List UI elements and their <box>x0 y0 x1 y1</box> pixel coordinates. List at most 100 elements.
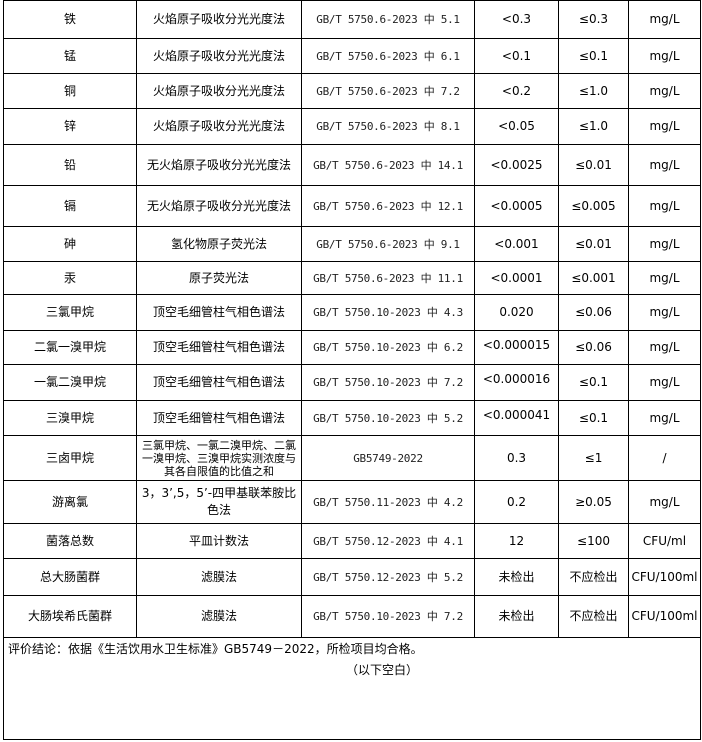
table-row: 一氯二溴甲烷 顶空毛细管柱气相色谱法 GB/T 5750.10-2023 中 7.2… <box>3 364 701 401</box>
table-row: 总大肠菌群 滤膜法 GB/T 5750.12-2023 中 5.2 未检出 不应检出 CF… <box>3 558 701 596</box>
unit-cell: mg/L <box>628 108 701 145</box>
result-cell: 12 <box>474 523 559 559</box>
limit-cell: ≤0.1 <box>558 400 629 436</box>
unit-cell: mg/L <box>628 144 701 186</box>
method-cell: 三氯甲烷、一氯二溴甲烷、二氯一溴甲烷、三溴甲烷实测浓度与其各自限值的比值之和 <box>136 435 302 481</box>
unit-cell: mg/L <box>628 261 701 295</box>
item-cell: 镉 <box>3 185 137 227</box>
unit-cell: CFU/ml <box>628 523 701 559</box>
item-cell: 菌落总数 <box>3 523 137 559</box>
limit-cell: 不应检出 <box>558 595 629 638</box>
standard-cell: GB/T 5750.10-2023 中 6.2 <box>301 330 475 365</box>
unit-cell: mg/L <box>628 294 701 331</box>
unit-cell: mg/L <box>628 400 701 436</box>
item-cell: 三溴甲烷 <box>3 400 137 436</box>
limit-cell: ≤0.1 <box>558 364 629 401</box>
limit-cell: 不应检出 <box>558 558 629 596</box>
standard-cell: GB/T 5750.6-2023 中 6.1 <box>301 38 475 74</box>
conclusion-text: 评价结论：依据《生活饮用水卫生标准》GB5749－2022，所检项目均合格。 <box>8 642 423 656</box>
conclusion-cell: 评价结论：依据《生活饮用水卫生标准》GB5749－2022，所检项目均合格。 （… <box>3 637 701 740</box>
table-row: 镉无火焰原子吸收分光光度法 GB/T 5750.6-2023 中 12.1 <0.0… <box>3 185 701 227</box>
limit-cell: ≤0.01 <box>558 144 629 186</box>
standard-cell: GB/T 5750.6-2023 中 9.1 <box>301 226 475 262</box>
method-cell: 无火焰原子吸收分光光度法 <box>136 144 302 186</box>
result-cell: 0.2 <box>474 480 559 524</box>
item-cell: 二氯一溴甲烷 <box>3 330 137 365</box>
result-cell: <0.001 <box>474 226 559 262</box>
item-cell: 总大肠菌群 <box>3 558 137 596</box>
method-cell: 顶空毛细管柱气相色谱法 <box>136 330 302 365</box>
table-row: 锌火焰原子吸收分光光度法 GB/T 5750.6-2023 中 8.1 <0.05 ≤… <box>3 108 701 145</box>
standard-cell: GB/T 5750.6-2023 中 8.1 <box>301 108 475 145</box>
unit-cell: mg/L <box>628 330 701 365</box>
unit-cell: mg/L <box>628 38 701 74</box>
limit-cell: ≤100 <box>558 523 629 559</box>
result-cell: 0.3 <box>474 435 559 481</box>
unit-cell: mg/L <box>628 226 701 262</box>
limit-cell: ≤1.0 <box>558 73 629 109</box>
result-cell: <0.05 <box>474 108 559 145</box>
item-cell: 三卤甲烷 <box>3 435 137 481</box>
result-cell: <0.000041 <box>474 400 559 436</box>
table-row: 游离氯 3，3’,5，5’-四甲基联苯胺比色法 GB/T 5750.11-2023 … <box>3 480 701 524</box>
table-row: 三氯甲烷 顶空毛细管柱气相色谱法 GB/T 5750.10-2023 中 4.3 0.… <box>3 294 701 331</box>
method-cell: 滤膜法 <box>136 558 302 596</box>
standard-cell: GB/T 5750.10-2023 中 5.2 <box>301 400 475 436</box>
standard-cell: GB/T 5750.6-2023 中 5.1 <box>301 0 475 39</box>
result-cell: 未检出 <box>474 595 559 638</box>
conclusion-row: 评价结论：依据《生活饮用水卫生标准》GB5749－2022，所检项目均合格。 （… <box>3 637 701 740</box>
result-cell: 未检出 <box>474 558 559 596</box>
blank-note: （以下空白） <box>345 663 418 677</box>
table-row: 铜火焰原子吸收分光光度法 GB/T 5750.6-2023 中 7.2 <0.2 ≤1… <box>3 73 701 109</box>
method-cell: 无火焰原子吸收分光光度法 <box>136 185 302 227</box>
standard-cell: GB/T 5750.10-2023 中 4.3 <box>301 294 475 331</box>
unit-cell: mg/L <box>628 364 701 401</box>
standard-cell: GB/T 5750.12-2023 中 4.1 <box>301 523 475 559</box>
table-row: 汞原子荧光法 GB/T 5750.6-2023 中 11.1 <0.0001 ≤0.0… <box>3 261 701 295</box>
item-cell: 锌 <box>3 108 137 145</box>
limit-cell: ≤0.06 <box>558 330 629 365</box>
standard-cell: GB/T 5750.12-2023 中 5.2 <box>301 558 475 596</box>
table-row: 三卤甲烷 三氯甲烷、一氯二溴甲烷、二氯一溴甲烷、三溴甲烷实测浓度与其各自限值的比值… <box>3 435 701 481</box>
result-cell: <0.000016 <box>474 364 559 401</box>
item-cell: 铜 <box>3 73 137 109</box>
method-cell: 顶空毛细管柱气相色谱法 <box>136 364 302 401</box>
limit-cell: ≤1 <box>558 435 629 481</box>
unit-cell: mg/L <box>628 480 701 524</box>
method-cell: 原子荧光法 <box>136 261 302 295</box>
item-cell: 铁 <box>3 0 137 39</box>
limit-cell: ≤0.01 <box>558 226 629 262</box>
standard-cell: GB/T 5750.6-2023 中 7.2 <box>301 73 475 109</box>
unit-cell: mg/L <box>628 0 701 39</box>
table-row: 菌落总数 平皿计数法 GB/T 5750.12-2023 中 4.1 12 ≤100 CF… <box>3 523 701 559</box>
method-cell: 火焰原子吸收分光光度法 <box>136 0 302 39</box>
method-cell: 火焰原子吸收分光光度法 <box>136 73 302 109</box>
result-cell: <0.1 <box>474 38 559 74</box>
unit-cell: CFU/100ml <box>628 558 701 596</box>
item-cell: 锰 <box>3 38 137 74</box>
standard-cell: GB5749-2022 <box>301 435 475 481</box>
method-cell: 滤膜法 <box>136 595 302 638</box>
unit-cell: mg/L <box>628 73 701 109</box>
table-row: 锰火焰原子吸收分光光度法 GB/T 5750.6-2023 中 6.1 <0.1 ≤0… <box>3 38 701 74</box>
item-cell: 大肠埃希氏菌群 <box>3 595 137 638</box>
limit-cell: ≤0.1 <box>558 38 629 74</box>
result-cell: <0.0005 <box>474 185 559 227</box>
result-cell: <0.0025 <box>474 144 559 186</box>
method-cell: 顶空毛细管柱气相色谱法 <box>136 294 302 331</box>
method-cell: 氢化物原子荧光法 <box>136 226 302 262</box>
item-cell: 铅 <box>3 144 137 186</box>
result-cell: <0.000015 <box>474 330 559 365</box>
limit-cell: ≤0.001 <box>558 261 629 295</box>
method-cell: 火焰原子吸收分光光度法 <box>136 38 302 74</box>
unit-cell: / <box>628 435 701 481</box>
method-cell: 3，3’,5，5’-四甲基联苯胺比色法 <box>136 480 302 524</box>
table-row: 铁火焰原子吸收分光光度法 GB/T 5750.6-2023 中 5.1 <0.3 ≤0… <box>3 0 701 39</box>
table-row: 砷氢化物原子荧光法 GB/T 5750.6-2023 中 9.1 <0.001 ≤0.… <box>3 226 701 262</box>
standard-cell: GB/T 5750.10-2023 中 7.2 <box>301 364 475 401</box>
item-cell: 三氯甲烷 <box>3 294 137 331</box>
limit-cell: ≤0.06 <box>558 294 629 331</box>
item-cell: 游离氯 <box>3 480 137 524</box>
method-cell: 平皿计数法 <box>136 523 302 559</box>
table-row: 大肠埃希氏菌群 滤膜法 GB/T 5750.10-2023 中 7.2 未检出 不应检出… <box>3 595 701 638</box>
